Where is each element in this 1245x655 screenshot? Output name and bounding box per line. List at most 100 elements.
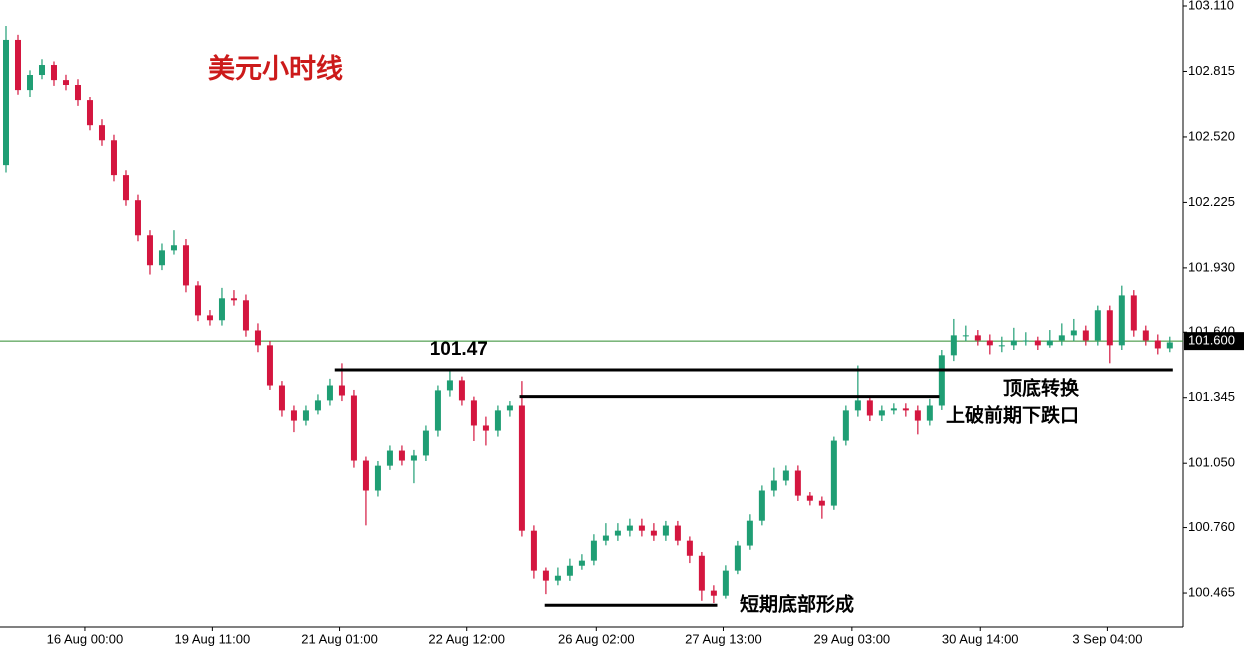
- x-tick-label: 21 Aug 01:00: [301, 631, 378, 646]
- x-tick-label: 29 Aug 03:00: [814, 631, 891, 646]
- annotation: 短期底部形成: [740, 592, 854, 615]
- candle-body: [314, 400, 321, 411]
- candle-body: [710, 590, 717, 596]
- candle-body: [218, 298, 225, 321]
- candle-body: [398, 450, 405, 461]
- candle-body: [590, 540, 597, 561]
- candle-body: [158, 250, 165, 266]
- candle-body: [938, 355, 945, 406]
- y-tick-label: 103.110: [1188, 0, 1234, 12]
- candle-body: [386, 450, 393, 466]
- candle-body: [1142, 330, 1149, 341]
- candle-body: [266, 345, 273, 386]
- candle-body: [914, 410, 921, 421]
- candle-body: [350, 395, 357, 461]
- candle-body: [1082, 330, 1089, 341]
- candle-body: [986, 340, 993, 346]
- candle-body: [134, 200, 141, 236]
- candle-body: [554, 575, 561, 581]
- candle-body: [182, 245, 189, 286]
- y-tick-label: 101.050: [1188, 455, 1235, 470]
- candle-body: [1046, 340, 1053, 346]
- candle-body: [482, 425, 489, 431]
- candle-body: [122, 175, 129, 201]
- candle-body: [326, 385, 333, 401]
- candle-body: [1034, 340, 1041, 346]
- level-label: 101.47: [430, 339, 488, 360]
- y-tick-label: 102.815: [1188, 63, 1235, 78]
- last-price-label: 101.600: [1188, 333, 1235, 348]
- candle-body: [434, 390, 441, 431]
- candle-body: [734, 545, 741, 571]
- candle-body: [14, 39, 21, 91]
- candle-body: [206, 315, 213, 321]
- candle-body: [878, 410, 885, 416]
- candle-body: [1022, 340, 1029, 342]
- candle-body: [794, 470, 801, 496]
- candle-body: [254, 330, 261, 346]
- x-tick-label: 16 Aug 00:00: [47, 631, 124, 646]
- candle-body: [722, 570, 729, 596]
- candle-body: [242, 300, 249, 331]
- candle-body: [2, 39, 9, 166]
- chart-title: 美元小时线: [208, 53, 343, 84]
- candle-body: [902, 408, 909, 411]
- candle-body: [650, 530, 657, 536]
- y-tick-label: 100.760: [1188, 519, 1235, 534]
- candle-body: [770, 480, 777, 491]
- y-tick-label: 100.465: [1188, 584, 1235, 599]
- candle-body: [302, 410, 309, 421]
- candle-body: [758, 490, 765, 521]
- candle-body: [854, 400, 861, 411]
- candle-body: [686, 540, 693, 556]
- x-tick-label: 3 Sep 04:00: [1072, 631, 1142, 646]
- candle-body: [998, 345, 1005, 347]
- candle-body: [674, 525, 681, 541]
- candle-body: [782, 470, 789, 481]
- candle-body: [926, 405, 933, 421]
- candle-body: [638, 525, 645, 531]
- candle-body: [950, 335, 957, 356]
- x-tick-label: 27 Aug 13:00: [685, 631, 762, 646]
- candle-body: [146, 235, 153, 266]
- last-price-box: [1184, 332, 1244, 351]
- candle-body: [410, 455, 417, 461]
- candle-body: [26, 75, 33, 91]
- candle-body: [830, 440, 837, 506]
- candle-body: [374, 465, 381, 491]
- candle-body: [230, 298, 237, 301]
- candle-body: [1166, 342, 1173, 349]
- candle-body: [626, 525, 633, 531]
- candle-body: [470, 400, 477, 426]
- candle-body: [98, 125, 105, 141]
- candle-body: [1118, 295, 1125, 346]
- candle-body: [494, 410, 501, 431]
- y-tick-label: 102.520: [1188, 128, 1235, 143]
- annotation: 顶底转换: [1003, 376, 1080, 399]
- x-tick-label: 19 Aug 11:00: [175, 631, 251, 646]
- candle-body: [518, 405, 525, 531]
- candle-body: [698, 555, 705, 591]
- candle-body: [1058, 335, 1065, 341]
- candle-body: [38, 65, 45, 76]
- candle-body: [62, 80, 69, 86]
- candle-body: [1070, 330, 1077, 336]
- candle-body: [974, 335, 981, 341]
- candle-body: [614, 530, 621, 536]
- annotation: 上破前期下跌口: [946, 403, 1079, 426]
- candle-body: [1130, 295, 1137, 331]
- candle-body: [1106, 310, 1113, 346]
- candle-body: [110, 140, 117, 176]
- candle-body: [842, 410, 849, 441]
- candle-body: [50, 65, 57, 81]
- candle-body: [506, 405, 513, 411]
- candle-body: [602, 535, 609, 541]
- candle-body: [542, 570, 549, 581]
- candle-body: [746, 520, 753, 546]
- candle-body: [290, 410, 297, 421]
- candle-body: [818, 500, 825, 506]
- y-tick-label: 101.930: [1188, 259, 1235, 274]
- x-tick-label: 30 Aug 14:00: [942, 631, 1019, 646]
- candle-body: [806, 495, 813, 501]
